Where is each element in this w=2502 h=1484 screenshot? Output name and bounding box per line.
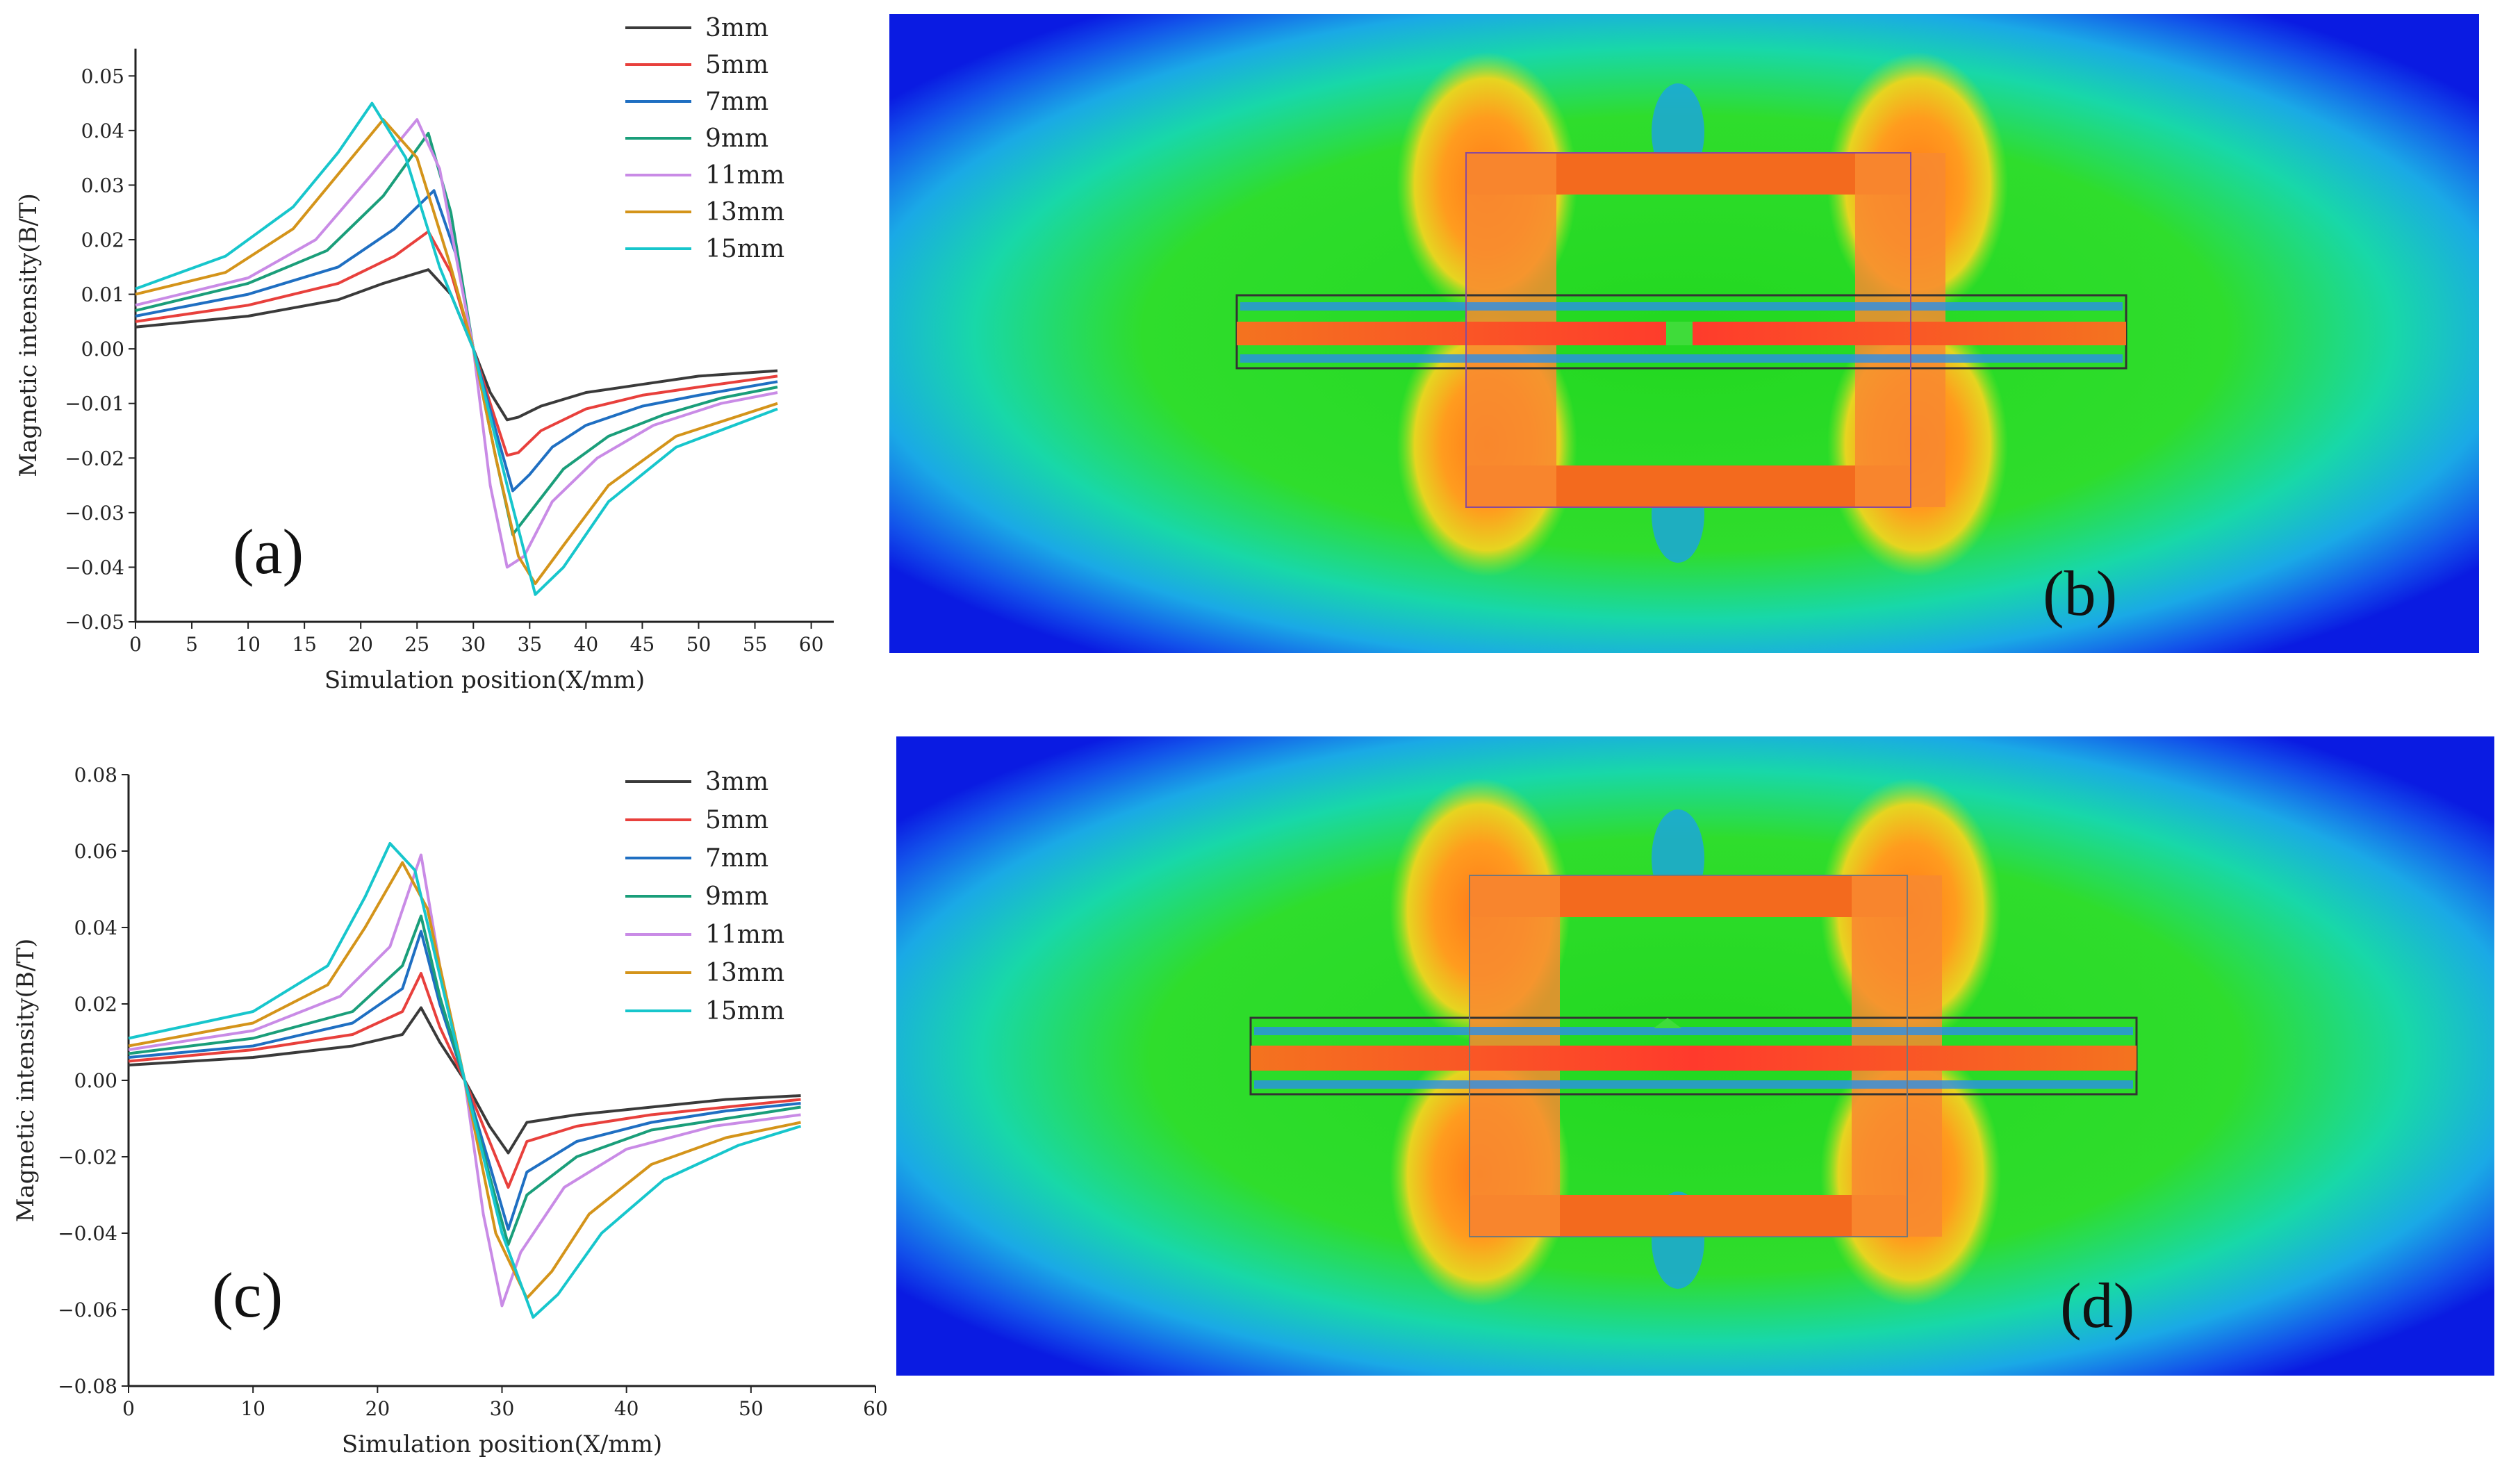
panel-label: (c) <box>212 1260 283 1330</box>
x-tick-label: 30 <box>461 633 486 656</box>
rod-core <box>1251 1046 2137 1071</box>
field-map-b: (b) <box>889 14 2479 653</box>
rod-blue-strip <box>1254 1080 2133 1089</box>
y-axis-title: Magnetic intensity(B/T) <box>15 193 42 477</box>
legend-label: 9mm <box>705 882 768 911</box>
y-tick-label: −0.03 <box>65 502 124 525</box>
legend-label: 13mm <box>705 959 784 987</box>
series-line-5mm <box>128 972 801 1189</box>
x-axis-title: Simulation position(X/mm) <box>342 1431 662 1458</box>
y-tick-label: 0.08 <box>74 764 117 786</box>
series-line-11mm <box>135 118 778 569</box>
legend-label: 9mm <box>705 124 768 153</box>
x-tick-label: 25 <box>404 633 429 656</box>
x-tick-label: 0 <box>129 633 142 656</box>
chart-a: 0 5 10 15 20 25 30 35 40 45 50 55 60 −0.05 −0.04 −0.03 −… <box>15 14 834 694</box>
x-tick-label: 55 <box>743 633 768 656</box>
legend-label: 11mm <box>705 161 784 190</box>
yoke-top <box>1470 875 1907 917</box>
y-tick-label: 0.00 <box>74 1069 117 1092</box>
y-tick-label: 0.06 <box>74 840 117 863</box>
yoke-top <box>1466 153 1911 195</box>
legend-label: 13mm <box>705 198 784 226</box>
x-tick-label: 20 <box>365 1397 390 1420</box>
x-tick-label: 30 <box>490 1397 515 1420</box>
y-tick-label: −0.08 <box>58 1375 117 1398</box>
x-tick-label: 10 <box>236 633 261 656</box>
y-tick-label: −0.04 <box>58 1222 117 1245</box>
y-tick-label: 0.05 <box>81 65 124 88</box>
series-line-9mm <box>135 131 778 536</box>
defect-gap <box>1666 322 1693 345</box>
x-tick-label: 35 <box>518 633 543 656</box>
legend-label: 3mm <box>705 768 768 796</box>
x-tick-label: 60 <box>863 1397 888 1420</box>
panel-label: (a) <box>233 516 304 587</box>
y-tick-label: −0.02 <box>65 447 124 470</box>
y-tick-label: 0.02 <box>74 993 117 1016</box>
series-line-3mm <box>135 268 778 422</box>
coil-outline <box>1465 152 1911 508</box>
x-tick-label: 40 <box>614 1397 639 1420</box>
legend-label: 3mm <box>705 14 768 42</box>
series-line-11mm <box>128 853 801 1308</box>
legend-label: 15mm <box>705 997 784 1025</box>
y-tick-label: 0.04 <box>81 119 124 142</box>
panel-label-b: (b) <box>2043 558 2117 629</box>
legend-label: 7mm <box>705 844 768 873</box>
x-tick-label: 5 <box>186 633 198 656</box>
x-tick-label: 50 <box>686 633 711 656</box>
y-tick-label: 0.03 <box>81 174 124 197</box>
series-line-15mm <box>128 842 802 1319</box>
x-tick-label: 50 <box>739 1397 764 1420</box>
legend-label: 5mm <box>705 51 768 79</box>
y-tick-label: −0.02 <box>58 1146 117 1169</box>
x-tick-label: 15 <box>292 633 317 656</box>
x-tick-label: 10 <box>240 1397 265 1420</box>
y-tick-label: 0.00 <box>81 338 124 361</box>
x-axis-title: Simulation position(X/mm) <box>324 666 645 694</box>
yoke-bottom <box>1470 1195 1907 1237</box>
series-line-7mm <box>128 930 801 1231</box>
y-tick-label: −0.04 <box>65 556 124 579</box>
rod-blue-strip <box>1254 1027 2133 1035</box>
legend-label: 15mm <box>705 235 784 263</box>
rod-blue-strip <box>1240 302 2123 311</box>
series-line-5mm <box>135 230 778 457</box>
x-tick-label: 0 <box>122 1397 135 1420</box>
x-tick-label: 40 <box>574 633 599 656</box>
chart-c: 0 10 20 30 40 50 60 −0.08 −0.06 −0.04 −0.02 0.00 0.0… <box>12 764 888 1458</box>
surface-defect <box>1654 1018 1681 1028</box>
x-tick-label: 20 <box>348 633 373 656</box>
series-line-3mm <box>128 1006 801 1155</box>
rod-blue-strip <box>1240 354 2123 363</box>
legend-label: 7mm <box>705 88 768 116</box>
y-axis-title: Magnetic intensity(B/T) <box>12 939 40 1223</box>
field-map-d: (d) <box>896 736 2494 1376</box>
panel-label-d: (d) <box>2060 1270 2134 1341</box>
x-tick-label: 60 <box>799 633 824 656</box>
series-line-7mm <box>135 189 778 493</box>
y-tick-label: −0.05 <box>65 611 124 634</box>
series-line-15mm <box>135 101 778 596</box>
coil-outline <box>1469 875 1908 1237</box>
yoke-bottom <box>1466 465 1911 507</box>
legend-label: 11mm <box>705 921 784 949</box>
y-tick-label: −0.06 <box>58 1298 117 1321</box>
legend-label: 5mm <box>705 806 768 834</box>
series-line-13mm <box>135 118 778 585</box>
y-tick-label: 0.04 <box>74 916 117 939</box>
series-line-13mm <box>128 861 801 1300</box>
y-tick-label: −0.01 <box>65 393 124 415</box>
y-tick-label: 0.02 <box>81 229 124 252</box>
y-tick-label: 0.01 <box>81 283 124 306</box>
x-tick-label: 45 <box>630 633 655 656</box>
